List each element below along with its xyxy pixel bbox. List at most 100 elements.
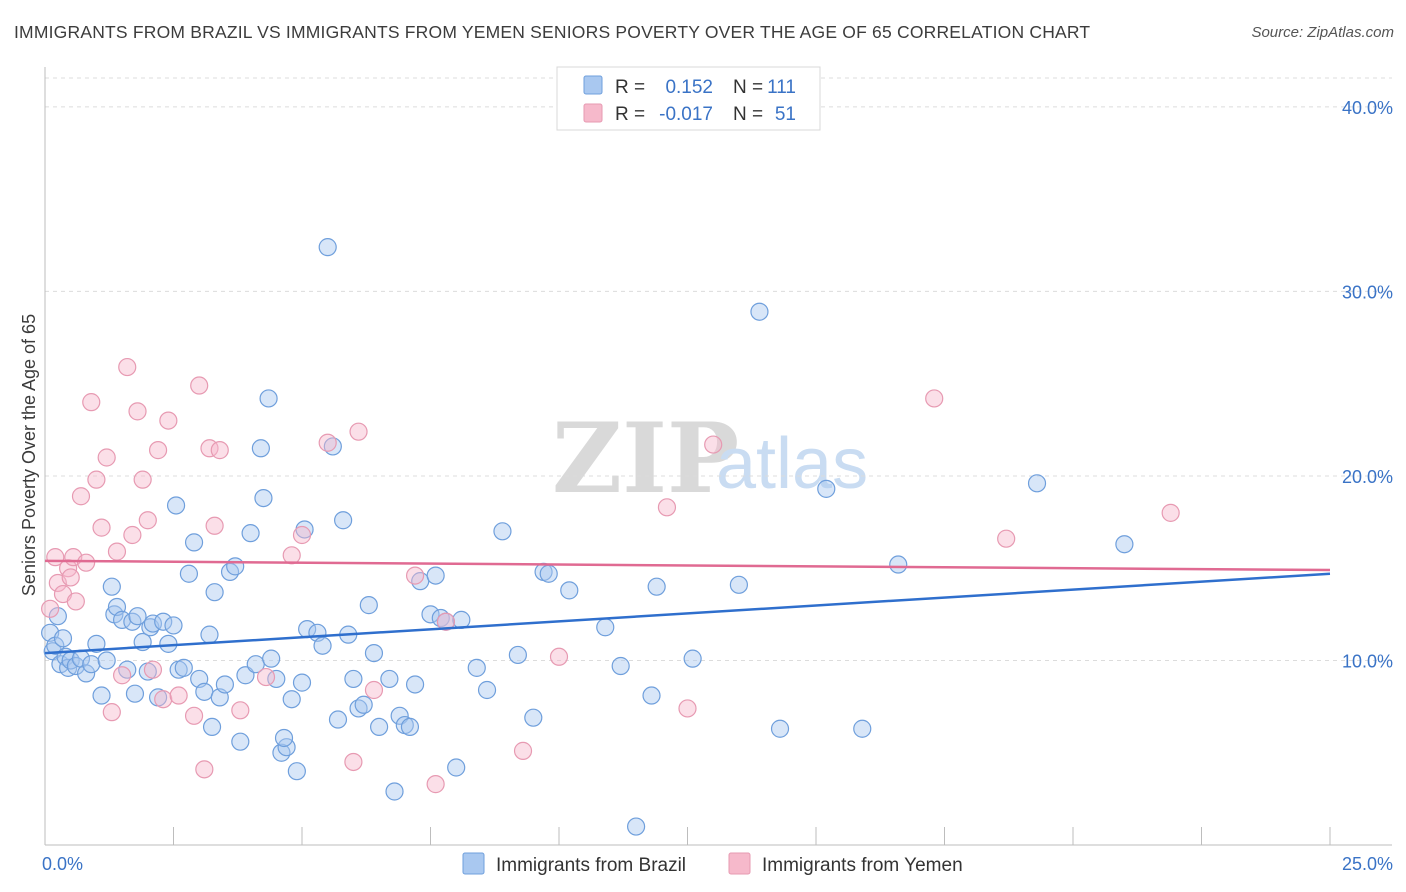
point-brazil bbox=[647, 577, 666, 596]
point-brazil bbox=[539, 564, 558, 583]
point-yemen bbox=[133, 470, 152, 489]
watermark-atlas: atlas bbox=[716, 424, 868, 504]
point-brazil bbox=[1027, 474, 1047, 493]
point-yemen bbox=[159, 411, 178, 430]
bottom-legend: Immigrants from Brazil Immigrants from Y… bbox=[462, 852, 963, 876]
x-tick-label: 0.0% bbox=[42, 854, 83, 874]
point-brazil bbox=[334, 511, 353, 530]
point-yemen bbox=[154, 690, 173, 709]
point-brazil bbox=[154, 612, 173, 631]
point-brazil bbox=[1115, 535, 1134, 554]
point-yemen bbox=[210, 441, 229, 460]
point-brazil bbox=[596, 618, 615, 637]
y-tick-label: 20.0% bbox=[1342, 467, 1393, 487]
y-tick-label: 40.0% bbox=[1342, 98, 1393, 118]
point-brazil bbox=[174, 658, 193, 677]
point-brazil bbox=[274, 728, 294, 748]
point-yemen bbox=[102, 703, 121, 722]
point-brazil bbox=[729, 575, 749, 594]
point-brazil bbox=[226, 557, 245, 576]
point-brazil bbox=[241, 524, 260, 543]
point-yemen bbox=[41, 599, 60, 618]
y-axis-label: Seniors Poverty Over the Age of 65 bbox=[19, 314, 39, 596]
legend-swatch-brazil bbox=[583, 75, 603, 95]
point-brazil bbox=[282, 690, 301, 709]
bottom-legend-swatch-yemen bbox=[728, 852, 751, 875]
chart-source: Source: ZipAtlas.com bbox=[1251, 24, 1394, 41]
legend-r-value-yemen: -0.017 bbox=[659, 104, 713, 125]
point-brazil bbox=[493, 522, 512, 541]
point-brazil bbox=[770, 719, 790, 738]
point-yemen bbox=[148, 441, 168, 460]
y-tick-label: 10.0% bbox=[1342, 651, 1393, 671]
point-brazil bbox=[385, 782, 404, 801]
point-yemen bbox=[195, 760, 214, 779]
point-brazil bbox=[344, 669, 363, 689]
point-brazil bbox=[426, 566, 445, 585]
point-brazil bbox=[259, 389, 278, 408]
point-brazil bbox=[364, 643, 384, 663]
point-yemen bbox=[205, 516, 224, 535]
point-yemen bbox=[123, 525, 142, 545]
point-yemen bbox=[292, 525, 312, 545]
axes: 10.0% 20.0% 30.0% 40.0% 0.0% 25.0% bbox=[42, 67, 1393, 874]
legend: R = 0.152 N = 111 R = -0.017 N = 51 bbox=[556, 66, 821, 131]
point-brazil bbox=[77, 664, 96, 683]
point-yemen bbox=[344, 752, 363, 772]
point-brazil bbox=[421, 605, 440, 624]
point-brazil bbox=[262, 649, 281, 668]
point-brazil bbox=[123, 612, 142, 631]
point-yemen bbox=[143, 660, 163, 679]
point-brazil bbox=[889, 555, 908, 574]
point-brazil bbox=[750, 302, 769, 321]
point-brazil bbox=[626, 817, 646, 836]
point-brazil bbox=[92, 686, 111, 705]
point-brazil bbox=[328, 710, 348, 729]
point-brazil bbox=[254, 488, 273, 508]
point-yemen bbox=[925, 389, 944, 408]
point-brazil bbox=[611, 656, 630, 676]
point-brazil bbox=[164, 616, 183, 635]
point-brazil bbox=[400, 717, 420, 737]
point-yemen bbox=[997, 529, 1016, 548]
point-brazil bbox=[318, 238, 337, 257]
point-brazil bbox=[166, 496, 186, 515]
watermark-zip: ZIP bbox=[552, 402, 739, 515]
legend-r-value-brazil: 0.152 bbox=[665, 77, 713, 98]
bottom-legend-swatch-brazil bbox=[462, 852, 485, 875]
point-yemen bbox=[364, 680, 384, 700]
point-brazil bbox=[231, 732, 250, 751]
point-yemen bbox=[513, 741, 533, 760]
legend-n-label-yemen: N = bbox=[733, 104, 763, 125]
point-yemen bbox=[92, 518, 111, 537]
point-yemen bbox=[678, 699, 697, 718]
point-yemen bbox=[704, 435, 723, 454]
legend-n-value-brazil: 111 bbox=[767, 77, 796, 98]
point-brazil bbox=[447, 758, 466, 777]
point-brazil bbox=[405, 675, 425, 694]
point-yemen bbox=[318, 433, 337, 452]
point-yemen bbox=[184, 706, 204, 725]
point-brazil bbox=[195, 682, 214, 701]
point-brazil bbox=[359, 596, 378, 615]
x-tick-label: 25.0% bbox=[1342, 854, 1393, 874]
point-brazil bbox=[287, 762, 306, 781]
point-yemen bbox=[107, 542, 127, 561]
point-yemen bbox=[77, 553, 96, 572]
trend-line-yemen bbox=[44, 559, 1331, 572]
legend-r-label-yemen: R = bbox=[615, 104, 645, 125]
point-brazil bbox=[118, 660, 137, 679]
point-brazil bbox=[251, 439, 270, 458]
point-brazil bbox=[390, 706, 409, 725]
grid-lines bbox=[45, 77, 1392, 661]
point-yemen bbox=[436, 612, 456, 631]
point-brazil bbox=[200, 625, 219, 644]
point-brazil bbox=[128, 607, 147, 626]
point-brazil bbox=[642, 686, 661, 705]
point-yemen bbox=[426, 775, 445, 794]
point-brazil bbox=[97, 651, 116, 670]
data-points bbox=[41, 238, 1180, 836]
bottom-legend-label-yemen: Immigrants from Yemen bbox=[762, 855, 963, 876]
point-yemen bbox=[87, 470, 106, 489]
